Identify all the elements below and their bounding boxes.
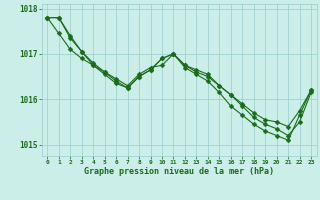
X-axis label: Graphe pression niveau de la mer (hPa): Graphe pression niveau de la mer (hPa) [84,167,274,176]
